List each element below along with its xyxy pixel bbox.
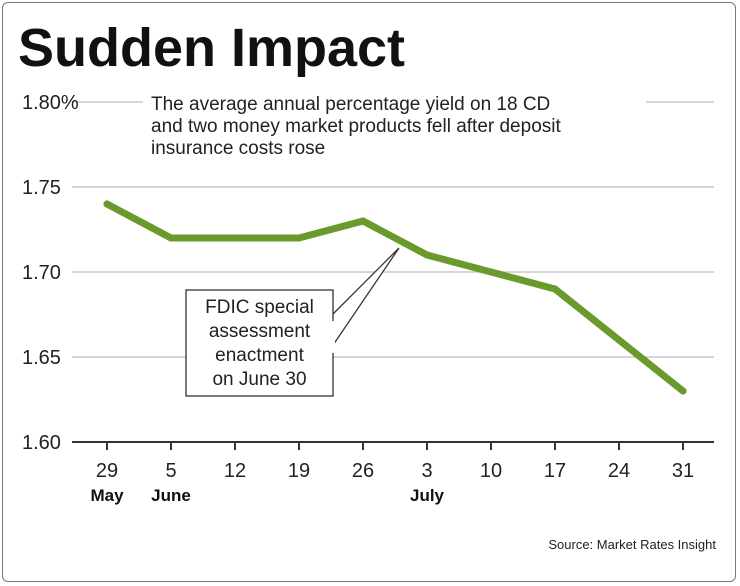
x-tick-label: 19 <box>288 460 310 482</box>
callout-text-line: on June 30 <box>212 369 306 390</box>
chart-title: Sudden Impact <box>18 18 405 78</box>
data-point <box>551 285 559 293</box>
x-tick-month-label: May <box>90 486 124 505</box>
chart-subtitle-line: and two money market products fell after… <box>151 116 561 137</box>
y-tick-label: 1.70 <box>22 262 61 284</box>
data-point <box>679 387 687 395</box>
data-point <box>423 251 431 259</box>
callout-text-line: assessment <box>209 321 311 342</box>
y-tick-label: 1.65 <box>22 347 61 369</box>
chart-subtitle-line: insurance costs rose <box>151 138 325 159</box>
data-point <box>359 217 367 225</box>
x-tick-label: 3 <box>421 460 432 482</box>
x-tick-label: 31 <box>672 460 694 482</box>
source-note: Source: Market Rates Insight <box>548 537 716 552</box>
x-tick-label: 10 <box>480 460 502 482</box>
y-tick-label: 1.60 <box>22 432 61 454</box>
callout-pointer <box>326 247 400 357</box>
x-tick-label: 29 <box>96 460 118 482</box>
x-tick-month-label: June <box>151 486 191 505</box>
callout-box <box>185 289 334 397</box>
data-point <box>295 234 303 242</box>
data-point <box>103 200 111 208</box>
callout-text-line: FDIC special <box>205 297 314 318</box>
x-tick-label: 12 <box>224 460 246 482</box>
callout-joint <box>325 321 335 353</box>
data-point <box>231 234 239 242</box>
series-line <box>103 200 687 395</box>
y-tick-label: 1.80% <box>22 92 79 114</box>
callout-text-line: enactment <box>215 345 304 366</box>
x-tick-label: 5 <box>165 460 176 482</box>
x-tick-label: 24 <box>608 460 630 482</box>
data-point <box>487 268 495 276</box>
x-tick-month-label: July <box>410 486 445 505</box>
data-point <box>167 234 175 242</box>
x-tick-label: 17 <box>544 460 566 482</box>
y-tick-label: 1.75 <box>22 177 61 199</box>
chart-subtitle-line: The average annual percentage yield on 1… <box>151 94 550 115</box>
data-point <box>615 336 623 344</box>
x-tick-label: 26 <box>352 460 374 482</box>
